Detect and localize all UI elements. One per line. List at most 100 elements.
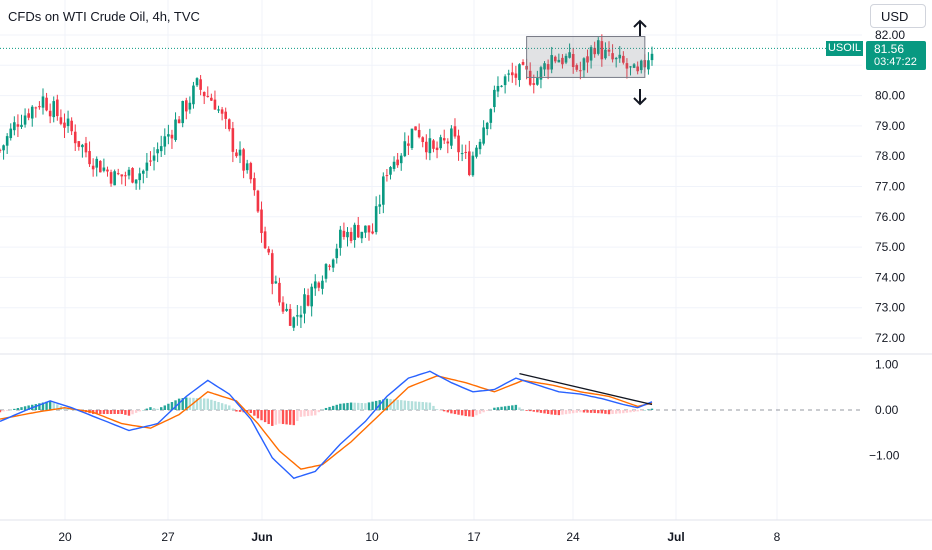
histogram-bar — [511, 405, 514, 410]
histogram-bar — [0, 410, 2, 413]
arrow-up-icon — [633, 19, 647, 36]
histogram-bar — [421, 402, 424, 410]
histogram-bar — [113, 410, 116, 414]
candle-body — [446, 141, 450, 144]
histogram-bar — [285, 410, 288, 425]
histogram-bar — [382, 399, 385, 410]
time-axis-label: 10 — [365, 530, 379, 544]
drawing-overlay[interactable] — [0, 19, 862, 106]
candle-body — [181, 101, 185, 124]
candle-body — [159, 146, 163, 152]
candle-body — [16, 124, 20, 127]
candle-body — [245, 163, 249, 171]
candle-body — [134, 179, 138, 184]
candle-body — [167, 134, 170, 137]
histogram-bar — [604, 410, 607, 414]
candle-body — [317, 282, 321, 288]
histogram-bar — [435, 409, 439, 411]
candle-body — [253, 178, 256, 191]
price-axis-label: 76.00 — [875, 210, 905, 224]
price-axis-label: 78.00 — [875, 149, 905, 163]
candle-body — [59, 117, 63, 124]
histogram-bar — [532, 410, 535, 412]
histogram-bar — [278, 410, 281, 424]
candle-body — [618, 54, 622, 59]
price-axis-label: 80.00 — [875, 89, 905, 103]
price-axis-label: 72.00 — [875, 331, 905, 345]
candle-body — [70, 120, 73, 132]
candle-body — [378, 204, 382, 207]
candle-body — [95, 158, 99, 168]
candle-body — [396, 159, 399, 166]
candle-body — [399, 155, 403, 164]
histogram-bar — [260, 410, 263, 421]
histogram-bar — [213, 400, 217, 410]
histogram-bar — [636, 410, 639, 412]
candle-body — [425, 141, 428, 153]
candle-body — [220, 109, 224, 114]
histogram-bar — [450, 410, 453, 414]
histogram-bar — [403, 400, 407, 410]
histogram-bar — [414, 401, 417, 410]
candle-body — [342, 230, 346, 237]
candle-body — [56, 99, 59, 117]
candle-body — [496, 85, 500, 92]
histogram-bar — [342, 403, 346, 410]
histogram-bar — [74, 409, 77, 411]
histogram-bar — [568, 410, 571, 414]
macd-axis-label: 0.00 — [875, 403, 899, 417]
candle-body — [367, 225, 371, 233]
candle-body — [299, 314, 303, 318]
histogram-bar — [482, 410, 485, 413]
price-axis-label: 74.00 — [875, 270, 905, 284]
candle-body — [478, 141, 482, 150]
candle-body — [141, 170, 145, 174]
histogram-bar — [460, 410, 464, 416]
macd-pane — [0, 353, 932, 521]
candle-body — [507, 73, 511, 75]
time-axis-label: Jun — [251, 530, 272, 544]
histogram-bar — [134, 410, 138, 413]
candle-body — [313, 281, 317, 289]
candle-body — [13, 122, 16, 131]
candle-body — [493, 89, 496, 108]
candle-body — [536, 78, 539, 85]
histogram-bar — [271, 410, 274, 426]
last-price-label: 81.56 03:47:22 — [866, 41, 926, 70]
candle-body — [467, 151, 471, 175]
candle-body — [91, 165, 95, 170]
histogram-bar — [2, 410, 5, 412]
histogram-bar — [9, 409, 12, 411]
candle-body — [227, 119, 231, 130]
histogram-bar — [575, 410, 578, 413]
histogram-bar — [52, 402, 55, 410]
candle-body — [557, 59, 561, 63]
candle-body — [27, 113, 30, 118]
histogram-bar — [303, 410, 306, 417]
candle-body — [450, 128, 453, 146]
candle-body — [331, 259, 335, 268]
histogram-bar — [296, 410, 299, 421]
histogram-bar — [357, 402, 360, 410]
candle-body — [346, 231, 349, 238]
histogram-bar — [195, 398, 199, 410]
currency-button[interactable]: USD — [870, 4, 926, 28]
histogram-bar — [95, 410, 98, 414]
candle-body — [356, 225, 360, 238]
candle-body — [199, 79, 202, 90]
candle-body — [288, 308, 292, 326]
candle-body — [596, 40, 600, 54]
histogram-bar — [539, 410, 543, 413]
histogram-bar — [106, 410, 109, 414]
histogram-bar — [407, 400, 410, 410]
histogram-bar — [220, 403, 224, 410]
histogram-bar — [432, 405, 435, 410]
histogram-bar — [478, 410, 482, 414]
arrow-down-icon — [633, 89, 647, 106]
candle-body — [210, 97, 213, 101]
candle-body — [571, 53, 575, 68]
candle-body — [636, 66, 639, 72]
signal-line — [0, 375, 653, 470]
candle-body — [421, 137, 425, 143]
